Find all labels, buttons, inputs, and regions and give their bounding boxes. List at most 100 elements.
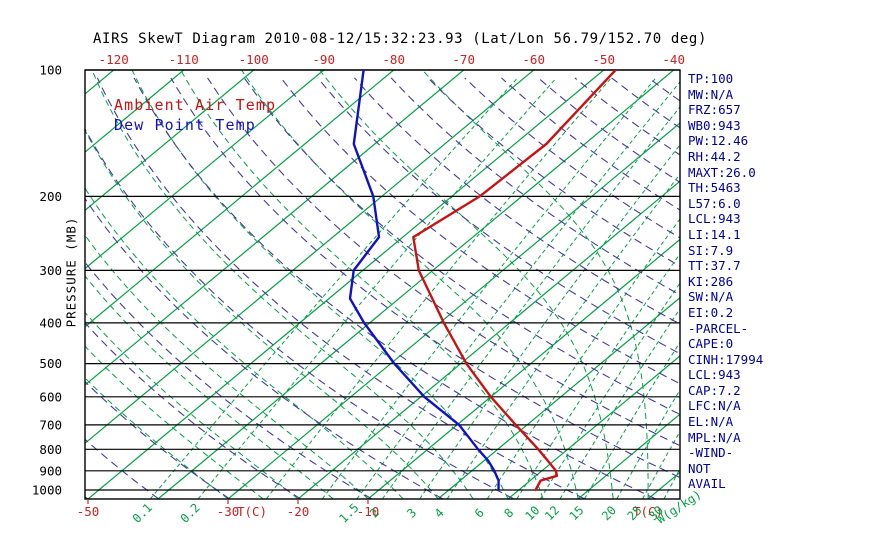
mixing-ratio-tick-label: 6 (472, 506, 487, 521)
top-temp-tick-label: -100 (239, 52, 269, 67)
mixing-ratio-tick-label: 0.2 (178, 501, 203, 526)
moist-adiabat-line (85, 187, 404, 499)
mixing-ratio-tick-label: 10 (522, 503, 542, 523)
top-temp-tick-label: -60 (522, 52, 545, 67)
mixing-ratio-line (197, 77, 557, 499)
mixing-ratio-tick-label: 0.1 (130, 501, 155, 526)
moist-adiabat-line (85, 311, 299, 499)
stat-line: MAXT:26.0 (688, 164, 756, 180)
bottom-temp-tick-label: -10 (357, 504, 380, 519)
isotherm-line (507, 355, 680, 499)
top-temp-tick-label: -70 (452, 52, 475, 67)
stat-line: EL:N/A (688, 414, 734, 430)
moist-adiabat-line (180, 70, 544, 499)
stat-line: TP:100 (688, 71, 734, 86)
chart-title: AIRS SkewT Diagram 2010-08-12/15:32:23.9… (93, 31, 707, 47)
stat-line: SW:N/A (688, 289, 734, 305)
dry-adiabat-line (170, 77, 680, 479)
top-temp-tick-label: -110 (169, 52, 199, 67)
mixing-ratio-line (446, 173, 680, 499)
isotherm-line (0, 70, 44, 499)
stat-line: NOT (688, 460, 711, 476)
dry-adiabat-line (501, 77, 680, 211)
dry-adiabat-line (85, 438, 159, 499)
bottom-temp-axis: -50 -30 -20 -10 T(C) T(C) (77, 499, 663, 519)
pressure-tick-label: 1000 (32, 483, 62, 498)
dry-adiabat-line (85, 261, 372, 499)
plot-background (0, 70, 680, 499)
stat-line: KI:286 (688, 273, 734, 289)
pressure-tick-label: 400 (39, 315, 62, 330)
top-temp-tick-label: -40 (662, 52, 685, 67)
mixing-ratio-tick-label: 3 (404, 506, 419, 521)
dry-adiabat-line (96, 77, 585, 499)
stat-line: -PARCEL- (688, 320, 749, 336)
moist-adiabat-line (319, 70, 614, 499)
dry-adiabat-line (85, 380, 230, 499)
pressure-tick-label: 100 (39, 63, 62, 78)
isotherm-line (437, 296, 680, 499)
mixing-ratio-line (486, 218, 680, 499)
moist-adiabat-line (241, 70, 579, 499)
moist-adiabat-line (131, 70, 509, 499)
isotherm-line (85, 70, 465, 386)
sounding-profiles (348, 70, 617, 492)
mixing-ratio-tick-label: 4 (432, 506, 447, 521)
stat-line: MW:N/A (688, 86, 734, 102)
pressure-tick-label: 800 (39, 442, 62, 457)
stat-line: CINH:17994 (688, 351, 764, 367)
ambient-temp-curve (412, 70, 617, 492)
moist-adiabat-line (85, 275, 334, 499)
stat-line: FRZ:657 (688, 102, 741, 118)
dry-adiabat-line (243, 77, 680, 416)
isotherm-line (85, 70, 325, 270)
isotherm-line (367, 238, 680, 499)
isotherm-line (577, 413, 680, 499)
isotherm-line (85, 70, 115, 95)
dry-adiabat-line (390, 77, 680, 296)
dry-adiabat-line (574, 77, 680, 156)
stat-line: PW:12.46 (688, 133, 749, 149)
top-temp-tick-label: -120 (99, 52, 129, 67)
isotherm-line (85, 70, 535, 445)
pressure-tick-label: 500 (39, 356, 62, 371)
dry-adiabat-line (317, 77, 680, 355)
moist-adiabat-line (91, 70, 474, 499)
top-temp-tick-label: -90 (312, 52, 335, 67)
isotherm-line (85, 70, 255, 212)
dry-adiabat-line (354, 77, 680, 325)
pressure-tick-label: 900 (39, 463, 62, 478)
stat-line: EI:0.2 (688, 304, 734, 320)
dry-adiabat-line (427, 77, 680, 267)
stat-line: SI:7.9 (688, 242, 734, 258)
dry-adiabat-line (537, 77, 680, 183)
stat-line: TH:5463 (688, 180, 741, 196)
plot-border (84, 69, 681, 500)
stat-line: CAP:7.2 (688, 382, 741, 398)
mixing-ratio-line (356, 81, 680, 499)
pressure-tick-label: 700 (39, 417, 62, 432)
moist-adiabat-line (422, 70, 649, 499)
pressure-axis-label: PRESSURE (MB) (63, 216, 79, 328)
pressure-tick-label: 600 (39, 389, 62, 404)
stat-line: LI:14.1 (688, 226, 741, 242)
temp-axis-title: T(C) (633, 504, 663, 519)
dry-adiabat-line (85, 322, 301, 499)
stat-line: -WIND- (688, 445, 734, 461)
legend-dew-point: Dew Point Temp (114, 116, 256, 134)
bottom-temp-tick-label: -50 (77, 504, 100, 519)
stat-line: LCL:943 (688, 211, 741, 227)
isotherm-line (227, 122, 680, 499)
bottom-temp-tick-label: -30 (217, 504, 240, 519)
stat-line: AVAIL (688, 476, 726, 492)
top-temp-axis: -120 -110 -100 -90 -80 -70 -60 -50 -40 (99, 52, 685, 67)
dew-point-curve (348, 70, 500, 492)
stat-line: CAPE:0 (688, 336, 734, 352)
isotherm-line (85, 70, 185, 153)
stat-line: LFC:N/A (688, 398, 741, 414)
pressure-grid-lines (85, 69, 680, 491)
isotherm-line (87, 70, 605, 499)
mixing-ratio-tick-label: 12 (542, 503, 562, 523)
